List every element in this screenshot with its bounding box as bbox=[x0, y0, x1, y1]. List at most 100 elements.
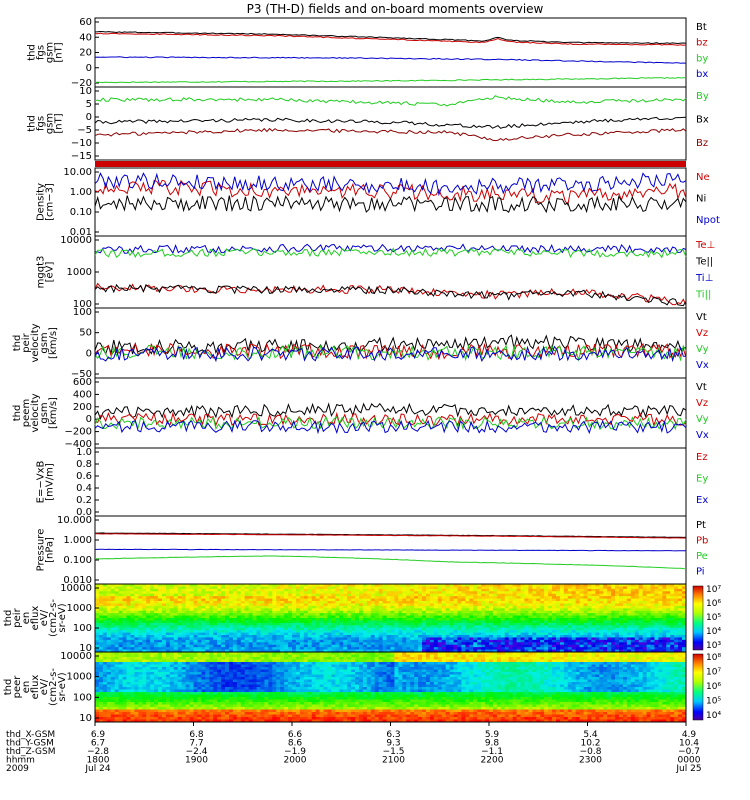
legend-label-Npot: Npot bbox=[696, 215, 720, 226]
panel-pressure: Pressure[nPa]10.000 1.000 0.100 0.010 Pt Pb Pe… bbox=[36, 515, 709, 586]
ytick-label: 10000 bbox=[60, 651, 92, 662]
series-line-Vx bbox=[94, 419, 687, 435]
xaxis-row-label: thd_X-GSM bbox=[6, 730, 55, 740]
ytick-label: 200 bbox=[73, 402, 92, 413]
legend-label-Vz: Vz bbox=[696, 398, 708, 409]
ytick-label: 0 bbox=[86, 414, 92, 425]
xaxis-value: −2.8 bbox=[87, 747, 109, 757]
legend-label-Te||: Te|| bbox=[695, 257, 713, 268]
ytick-label: 100 bbox=[73, 299, 92, 310]
series-line-Pi bbox=[95, 548, 687, 552]
xaxis-value: 9.8 bbox=[485, 739, 500, 749]
panel-frame bbox=[94, 86, 687, 161]
legend-label-Ni: Ni bbox=[696, 194, 706, 205]
series-line-Ni bbox=[94, 195, 687, 214]
ytick-label: 10.000 bbox=[57, 515, 92, 526]
ytick-label: 10 bbox=[79, 86, 92, 97]
xaxis-value: Jul 24 bbox=[84, 764, 110, 774]
xaxis-value: 6.8 bbox=[189, 730, 204, 740]
panel-ylabel: Pressure[nPa] bbox=[36, 529, 56, 572]
legend-label-bx: bx bbox=[696, 69, 708, 80]
series-line-By bbox=[94, 95, 687, 107]
time-position-axis: thd_X-GSMthd_Y-GSMthd_Z-GSMhhmm20096.96.… bbox=[6, 722, 702, 774]
ytick-label: 100 bbox=[73, 623, 92, 634]
legend-label-Ez: Ez bbox=[696, 452, 708, 463]
ytick-label: 1000 bbox=[67, 267, 92, 278]
xaxis-value: 5.9 bbox=[485, 730, 500, 740]
ytick-label: 1000 bbox=[67, 603, 92, 614]
legend-label-Bx: Bx bbox=[696, 115, 709, 126]
colorbar-tick-label: 10⁵ bbox=[706, 613, 721, 623]
panel-frame bbox=[94, 235, 687, 309]
xaxis-value: 6.9 bbox=[91, 730, 106, 740]
legend-label-Pi: Pi bbox=[696, 566, 705, 577]
xaxis-value: −2.4 bbox=[186, 747, 208, 757]
xaxis-value: 10.2 bbox=[580, 739, 600, 749]
ytick-label: 0.100 bbox=[63, 555, 92, 566]
xaxis-row-label: hhmm bbox=[6, 756, 35, 766]
xaxis-value: 2000 bbox=[284, 756, 307, 766]
legend-label-Te⊥: Te⊥ bbox=[695, 240, 715, 251]
ytick-label: 0 bbox=[86, 63, 92, 74]
ytick-label: 20 bbox=[79, 48, 92, 59]
xaxis-value: −1.5 bbox=[383, 747, 405, 757]
series-line-Pb bbox=[94, 533, 687, 539]
series-line-Ti⊥ bbox=[94, 243, 687, 255]
panel-ylabel: E=−VxB[mV/m] bbox=[36, 461, 56, 504]
xaxis-value: 7.7 bbox=[189, 739, 203, 749]
ytick-label: 10.00 bbox=[63, 167, 92, 178]
series-line-Bx bbox=[94, 116, 687, 129]
panel-frame bbox=[94, 17, 687, 88]
panel-ylabel: thdpeirenefluxeV/(cm2-s-sr-eV) bbox=[3, 599, 68, 637]
xaxis-value: −1.9 bbox=[284, 747, 306, 757]
series-line-Vt bbox=[94, 402, 687, 420]
legend-label-Vy: Vy bbox=[696, 414, 709, 425]
series-line-Te|| bbox=[94, 283, 687, 307]
panel-peer_spectrogram: thdpeerenefluxeV/(cm2-s-sr-eV)10⁸10⁷10⁶1… bbox=[3, 651, 721, 724]
ytick-label: 0.0 bbox=[76, 507, 92, 518]
xaxis-row-label: thd_Z-GSM bbox=[6, 747, 55, 757]
ytick-label: 0.2 bbox=[76, 495, 92, 506]
series-line-Vy bbox=[94, 415, 687, 431]
legend-label-Ex: Ex bbox=[696, 495, 708, 506]
ytick-label: 10000 bbox=[60, 583, 92, 594]
colorbar: 10⁸ 10⁷ 10⁶ 10⁵ 10⁴ bbox=[692, 653, 721, 721]
series-line-Vy bbox=[94, 343, 687, 362]
ytick-label: 10 bbox=[79, 643, 92, 654]
ytick-label: 1000 bbox=[67, 672, 92, 683]
panel-peir_velocity: thdpeirvelocitygsm[km/s] 100 50 0 −50 Vt Vz Vy V… bbox=[12, 307, 709, 380]
colorbar-tick-label: 10⁵ bbox=[706, 697, 721, 707]
panel-frame bbox=[94, 447, 687, 517]
legend-label-Pe: Pe bbox=[696, 551, 708, 562]
ytick-label: 1.0 bbox=[76, 447, 92, 458]
xaxis-value: 5.4 bbox=[583, 730, 598, 740]
series-line-Vt bbox=[94, 334, 687, 356]
xaxis-value: −0.7 bbox=[678, 747, 700, 757]
xaxis-value: 1800 bbox=[87, 756, 110, 766]
xaxis-value: 6.7 bbox=[91, 739, 105, 749]
series-line-bx bbox=[94, 56, 687, 64]
ytick-label: 1.000 bbox=[63, 535, 92, 546]
ytick-label: 5 bbox=[86, 99, 92, 110]
ytick-label: 0.10 bbox=[70, 207, 92, 218]
colorbar-tick-label: 10⁶ bbox=[706, 599, 721, 609]
panel-ylabel: Density[cm−3] bbox=[36, 183, 56, 221]
legend-label-Ey: Ey bbox=[696, 474, 708, 485]
ytick-label: 10 bbox=[79, 713, 92, 724]
ytick-label: 0.4 bbox=[76, 483, 92, 494]
panel-temperature: mgqt3[eV] 10000 1000 100 Te⊥ Te|| Ti⊥ Ti|| bbox=[36, 235, 716, 310]
panel-density: Density[cm−3] 10.00 1.00 0.10 0.01 Ne Ni Npot bbox=[36, 167, 720, 238]
ytick-label: −15 bbox=[71, 151, 92, 162]
colorbar-tick-label: 10³ bbox=[706, 641, 721, 651]
panel-ylabel: thdfgsgsm[nT] bbox=[27, 113, 65, 134]
ytick-label: 100 bbox=[73, 692, 92, 703]
ytick-label: 0.8 bbox=[76, 459, 92, 470]
series-line-Vx bbox=[94, 345, 687, 363]
panel-frame bbox=[94, 377, 687, 449]
series-line-Pe bbox=[94, 555, 687, 570]
xaxis-value: 10.4 bbox=[679, 739, 699, 749]
colorbar-tick-label: 10⁸ bbox=[706, 653, 721, 663]
xaxis-value: 2300 bbox=[579, 756, 602, 766]
ytick-label: 60 bbox=[79, 17, 92, 28]
